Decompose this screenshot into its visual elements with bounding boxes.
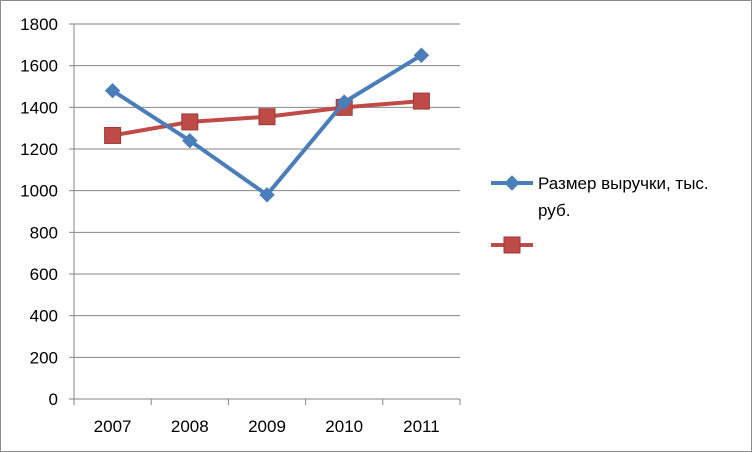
series-2-point [181, 113, 199, 131]
legend-entry-2 [491, 236, 533, 254]
series-1-point [182, 132, 198, 149]
x-tick-label: 2008 [171, 417, 209, 436]
y-tick-label: 600 [30, 265, 58, 284]
y-tick-label: 1800 [20, 15, 58, 34]
series-2-point [412, 92, 430, 110]
x-tick-label: 2011 [403, 417, 440, 436]
y-tick-label: 800 [30, 223, 58, 242]
gridlines [74, 23, 460, 358]
series-1-point [413, 47, 430, 63]
legend-entry-1: Размер выручки, тыс. руб. [491, 174, 709, 220]
x-tick-label: 2010 [325, 417, 363, 436]
y-axis-tick-labels: 0 200 400 600 800 1000 1200 1400 1600 1800 [20, 15, 58, 409]
y-tick-label: 0 [49, 390, 58, 409]
series-layer [104, 47, 430, 203]
legend-label: руб. [538, 201, 570, 220]
y-tick-label: 1600 [20, 57, 58, 76]
series-1-point [259, 187, 275, 203]
legend: Размер выручки, тыс. руб. [491, 174, 709, 254]
series-1 [104, 47, 430, 203]
y-tick-label: 1000 [20, 182, 58, 201]
y-tick-label: 1200 [20, 140, 58, 159]
series-2-point [258, 108, 276, 126]
axes [69, 23, 461, 405]
y-tick-label: 400 [30, 307, 58, 326]
y-tick-label: 1400 [20, 98, 58, 117]
series-1-point [336, 94, 352, 110]
x-tick-label: 2007 [94, 417, 132, 436]
y-tick-label: 200 [30, 348, 58, 367]
x-axis-tick-labels: 2007 2008 2009 2010 2011 [94, 417, 440, 436]
x-tick-label: 2009 [248, 417, 286, 436]
series-1-point [104, 82, 121, 99]
legend-label: Размер выручки, тыс. [538, 174, 709, 193]
series-2-point [104, 126, 122, 144]
series-2 [104, 92, 430, 144]
legend-marker-diamond [504, 175, 520, 191]
legend-marker-square [503, 236, 521, 254]
